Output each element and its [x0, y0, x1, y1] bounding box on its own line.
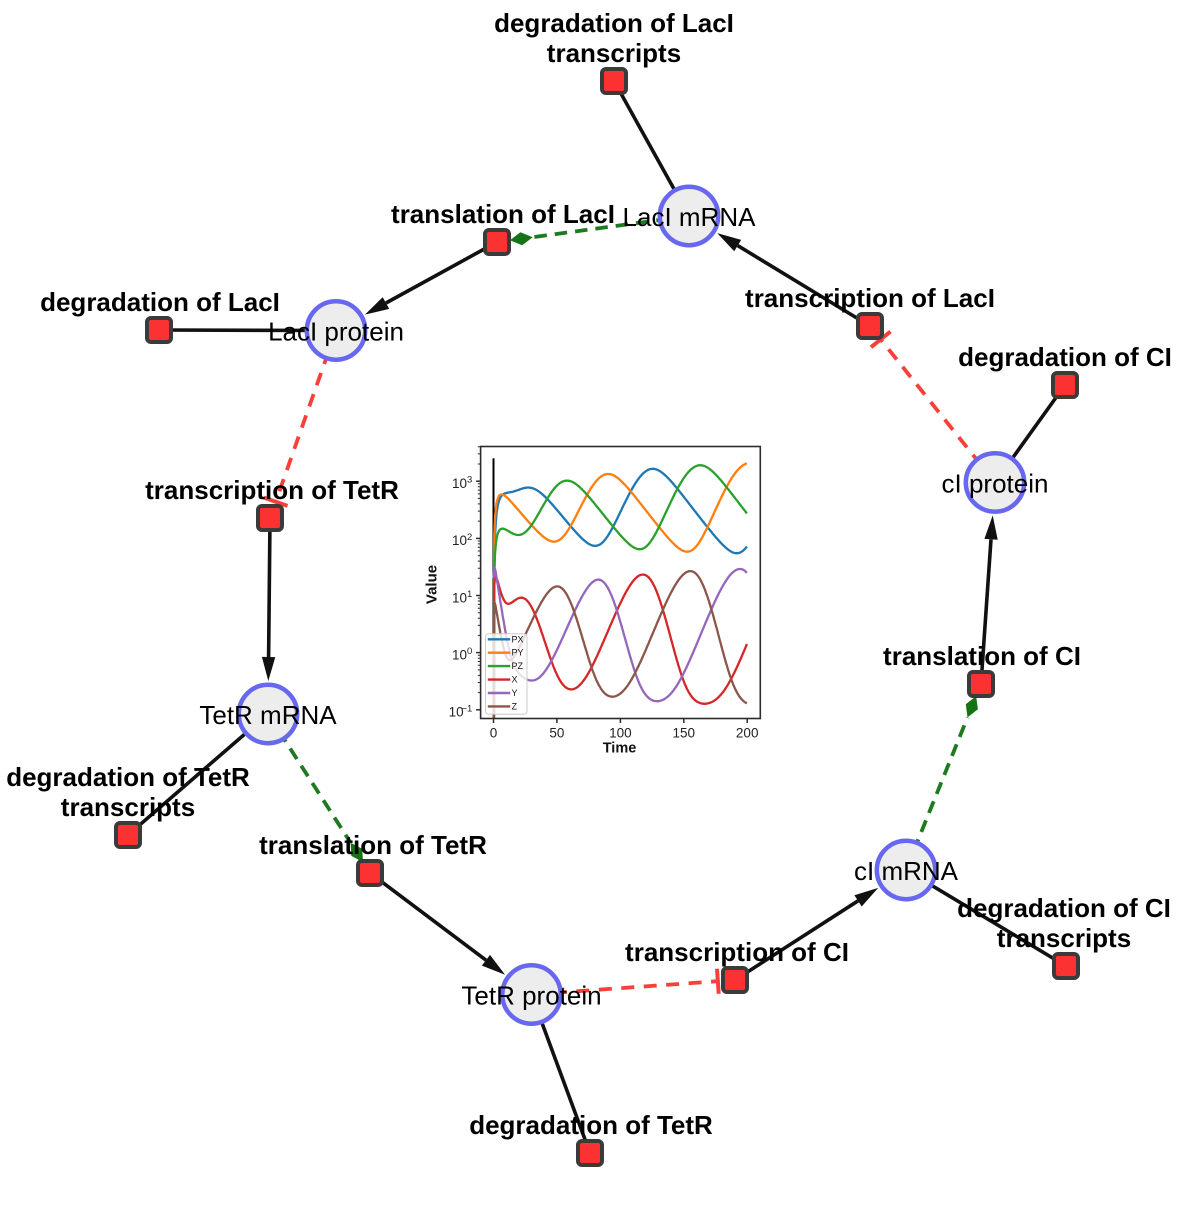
- svg-text:0: 0: [490, 725, 498, 740]
- svg-text:transcription of TetR: transcription of TetR: [145, 475, 399, 505]
- svg-text:10: 10: [449, 705, 464, 720]
- svg-text:10: 10: [452, 647, 467, 662]
- svg-text:transcripts: transcripts: [61, 792, 195, 822]
- svg-text:Y: Y: [512, 688, 518, 698]
- svg-text:TetR mRNA: TetR mRNA: [199, 700, 337, 730]
- svg-text:X: X: [512, 675, 518, 685]
- svg-text:translation of LacI: translation of LacI: [391, 199, 615, 229]
- svg-text:translation of TetR: translation of TetR: [259, 830, 487, 860]
- svg-text:degradation of TetR: degradation of TetR: [469, 1110, 713, 1140]
- svg-text:transcripts: transcripts: [547, 38, 681, 68]
- svg-text:translation of CI: translation of CI: [883, 641, 1081, 671]
- svg-text:PZ: PZ: [512, 661, 524, 671]
- svg-text:degradation of CI: degradation of CI: [957, 893, 1171, 923]
- svg-text:3: 3: [467, 475, 472, 486]
- svg-text:1: 1: [467, 589, 472, 600]
- svg-text:transcription of LacI: transcription of LacI: [745, 283, 995, 313]
- svg-text:degradation of LacI: degradation of LacI: [40, 287, 280, 317]
- svg-text:degradation of TetR: degradation of TetR: [6, 762, 250, 792]
- svg-text:50: 50: [549, 725, 564, 740]
- svg-text:10: 10: [452, 476, 467, 491]
- svg-text:2: 2: [467, 532, 472, 543]
- svg-text:transcripts: transcripts: [997, 923, 1131, 953]
- svg-text:transcription of CI: transcription of CI: [625, 937, 849, 967]
- svg-text:150: 150: [673, 725, 696, 740]
- svg-text:LacI mRNA: LacI mRNA: [623, 202, 757, 232]
- svg-text:degradation of CI: degradation of CI: [958, 342, 1172, 372]
- svg-text:LacI protein: LacI protein: [268, 317, 404, 347]
- svg-text:cI mRNA: cI mRNA: [854, 856, 959, 886]
- svg-text:PY: PY: [512, 648, 524, 658]
- svg-text:degradation of LacI: degradation of LacI: [494, 8, 734, 38]
- svg-text:−1: −1: [461, 703, 472, 714]
- svg-text:Value: Value: [424, 565, 441, 604]
- svg-text:cI protein: cI protein: [942, 469, 1049, 499]
- svg-text:0: 0: [467, 646, 472, 657]
- svg-text:10: 10: [452, 590, 467, 605]
- svg-text:TetR protein: TetR protein: [461, 981, 601, 1011]
- svg-text:Z: Z: [512, 701, 518, 711]
- svg-text:PX: PX: [512, 634, 524, 644]
- svg-text:Time: Time: [603, 741, 637, 757]
- svg-text:10: 10: [452, 533, 467, 548]
- svg-text:200: 200: [736, 725, 759, 740]
- svg-text:100: 100: [609, 725, 632, 740]
